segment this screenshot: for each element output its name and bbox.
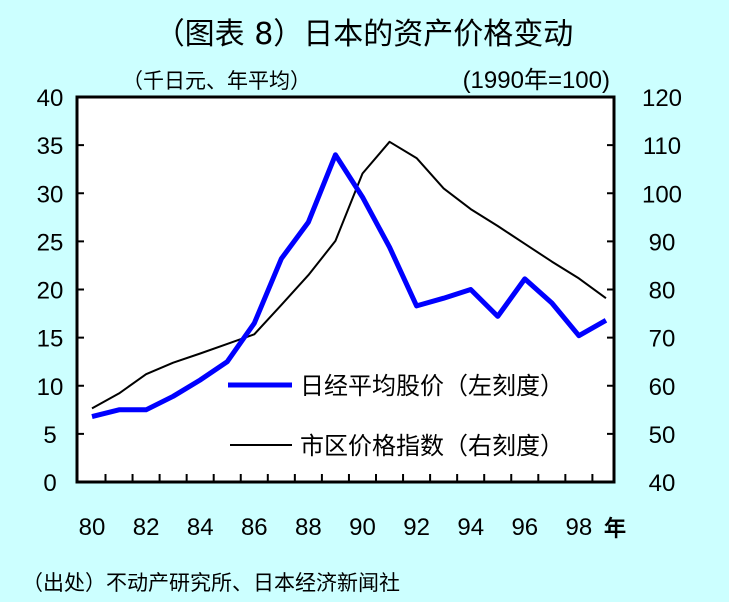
legend-label-land: 市区价格指数（右刻度）	[300, 432, 564, 460]
right-axis-unit: (1990年=100)	[463, 67, 610, 94]
right-tick-label: 80	[649, 278, 676, 305]
right-tick-label: 50	[649, 422, 676, 449]
x-tick-label: 88	[295, 514, 322, 541]
right-tick-label: 60	[649, 374, 676, 401]
series-line-nikkei	[91, 152, 608, 420]
x-tick-label: 86	[241, 514, 268, 541]
plot-area	[75, 95, 616, 484]
right-tick-label: 120	[642, 85, 682, 112]
right-tick-label: 100	[642, 181, 682, 208]
x-tick-label: 82	[133, 514, 160, 541]
legend: 日经平均股价（左刻度） 市区价格指数（右刻度）	[228, 372, 564, 460]
left-tick-label: 15	[37, 326, 64, 353]
left-tick-label: 35	[37, 133, 64, 160]
x-tick-label: 80	[79, 514, 106, 541]
right-tick-label: 90	[649, 229, 676, 256]
x-tick-label: 96	[511, 514, 538, 541]
x-tick-label: 90	[349, 514, 376, 541]
x-tick-label: 94	[457, 514, 484, 541]
left-tick-label: 20	[37, 278, 64, 305]
chart-title: （图表 8）日本的资产价格变动	[155, 17, 574, 52]
x-axis-unit: 年	[604, 516, 626, 542]
x-tick-label: 92	[403, 514, 430, 541]
left-tick-label: 30	[37, 181, 64, 208]
left-tick-label: 0	[43, 470, 56, 497]
source-note: （出处）不动产研究所、日本经济新闻社	[22, 571, 400, 595]
left-axis-unit: （千日元、年平均）	[122, 69, 311, 93]
x-tick-label: 98	[566, 514, 593, 541]
left-tick-label: 25	[37, 229, 64, 256]
x-tick-label: 84	[187, 514, 214, 541]
left-tick-label: 40	[37, 85, 64, 112]
legend-label-nikkei: 日经平均股价（左刻度）	[300, 372, 564, 400]
left-tick-label: 5	[43, 422, 56, 449]
right-tick-label: 110	[643, 133, 681, 160]
left-tick-label: 10	[37, 374, 64, 401]
right-tick-label: 40	[649, 470, 676, 497]
right-tick-label: 70	[649, 326, 676, 353]
series-line-land-price	[91, 140, 607, 410]
